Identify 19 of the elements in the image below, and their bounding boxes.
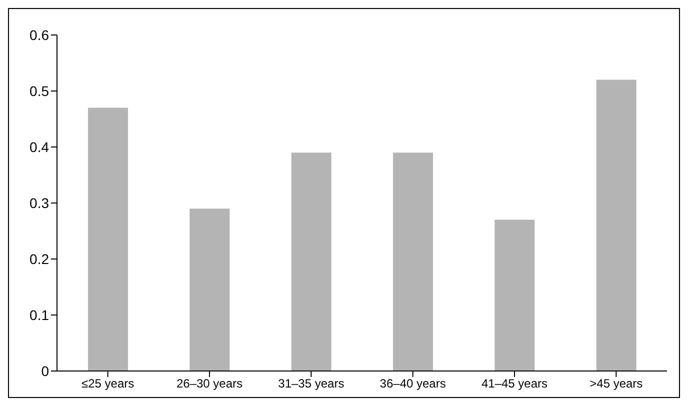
y-tick-label: 0.4 — [30, 138, 50, 155]
x-tick-label: 36–40 years — [380, 376, 446, 391]
x-tick-label: 41–45 years — [481, 376, 548, 391]
y-tick-label: 0.1 — [30, 306, 50, 323]
x-tick-label: >45 years — [590, 376, 643, 391]
bar — [291, 152, 332, 371]
bar — [494, 220, 535, 371]
bar — [190, 208, 230, 371]
x-tick-label: ≤25 years — [82, 376, 134, 391]
y-tick-label: 0.2 — [30, 250, 50, 267]
y-tick-label: 0 — [41, 362, 50, 379]
x-tick-label: 31–35 years — [278, 376, 344, 391]
y-tick-label: 0.3 — [30, 194, 50, 211]
bar — [88, 108, 128, 371]
y-tick-label: 0.6 — [30, 26, 50, 43]
bar — [393, 152, 433, 371]
y-tick-label: 0.5 — [30, 82, 50, 99]
x-tick-label: 26–30 years — [176, 376, 243, 391]
bar — [596, 80, 636, 371]
